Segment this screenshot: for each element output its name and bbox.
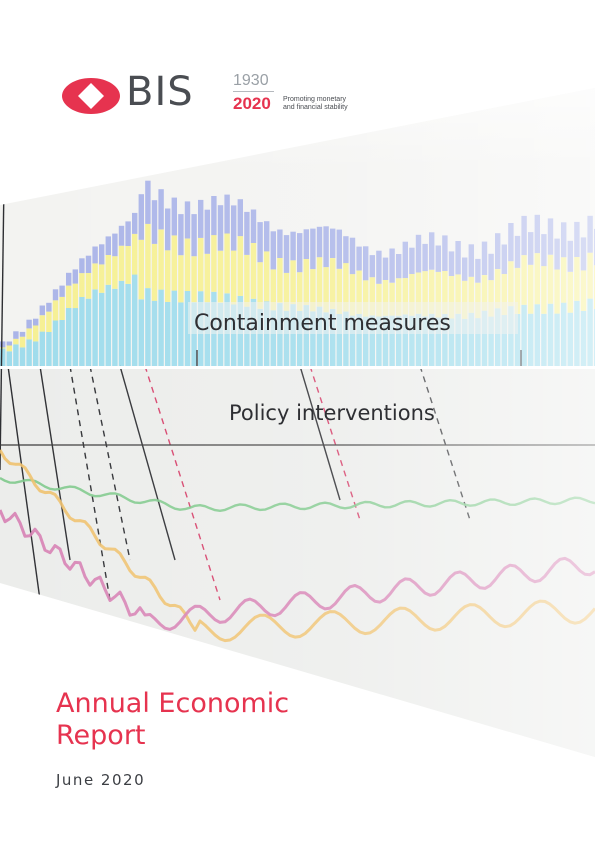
tagline-line-1: Promoting monetary [283, 96, 347, 103]
report-title-line-1: Annual Economic [56, 688, 290, 719]
report-date: June 2020 [56, 771, 146, 789]
year-divider [233, 91, 274, 92]
tagline-line-2: and financial stability [283, 104, 348, 111]
anniversary-year: 2020 [233, 94, 271, 113]
containment-measures-label: Containment measures [194, 311, 451, 336]
policy-interventions-label: Policy interventions [229, 401, 435, 425]
tagline: Promoting monetary and financial stabili… [283, 96, 393, 112]
bis-emblem-icon [62, 78, 120, 114]
report-title: Annual Economic Report [56, 688, 376, 752]
bis-wordmark: BIS [126, 69, 194, 115]
report-title-line-2: Report [56, 720, 146, 751]
label-backdrop [188, 302, 518, 334]
bis-logo: BIS 1930 2020 Promoting monetary and fin… [60, 69, 393, 120]
founding-year: 1930 [233, 72, 269, 89]
